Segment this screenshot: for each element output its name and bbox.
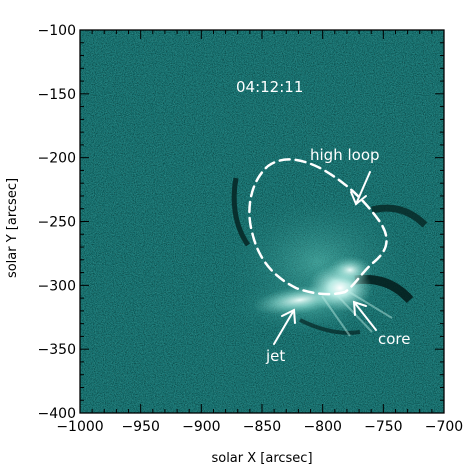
dark-feature-lower <box>299 318 361 335</box>
y-tick-label: −250 <box>38 215 76 231</box>
x-tick-label: −750 <box>364 419 402 435</box>
x-tick-label: −700 <box>425 419 463 435</box>
jet-label: jet <box>265 347 285 365</box>
core-upper-emission <box>328 256 372 284</box>
y-tick-label: −400 <box>38 406 76 422</box>
core-rays <box>321 289 393 337</box>
y-tick-label: −150 <box>38 87 76 103</box>
y-tick-label: −350 <box>38 342 76 358</box>
x-axis-title: solar X [arcsec] <box>211 451 312 466</box>
high-loop-label: high loop <box>310 146 380 164</box>
dark-arc-left <box>231 177 251 247</box>
dark-feature-right <box>371 204 428 228</box>
high-loop-outline <box>248 158 388 296</box>
jet-arrow <box>273 308 296 345</box>
x-tick-label: −950 <box>121 419 159 435</box>
y-axis-title: solar Y [arcsec] <box>5 178 20 278</box>
x-axis-ticks: −1000 −950 −900 −850 −800 −750 −700 <box>56 30 463 435</box>
y-axis-ticks: −100 −150 −200 −250 −300 −350 −400 <box>38 23 444 422</box>
y-tick-label: −300 <box>38 278 76 294</box>
timestamp-label: 04:12:11 <box>236 78 303 96</box>
x-tick-label: −1000 <box>56 419 103 435</box>
x-tick-label: −850 <box>243 419 281 435</box>
y-tick-label: −100 <box>38 23 76 39</box>
high-loop-arrow <box>350 171 371 206</box>
y-tick-label: −200 <box>38 151 76 167</box>
core-arrow <box>352 300 377 331</box>
core-label: core <box>378 330 411 348</box>
x-tick-label: −800 <box>303 419 341 435</box>
solar-image: 04:12:11 high loop core jet <box>80 30 444 413</box>
x-tick-label: −900 <box>182 419 220 435</box>
